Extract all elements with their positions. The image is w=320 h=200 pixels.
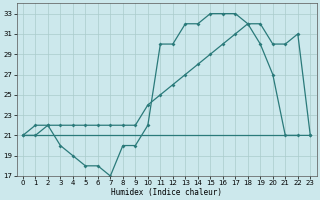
- X-axis label: Humidex (Indice chaleur): Humidex (Indice chaleur): [111, 188, 222, 197]
